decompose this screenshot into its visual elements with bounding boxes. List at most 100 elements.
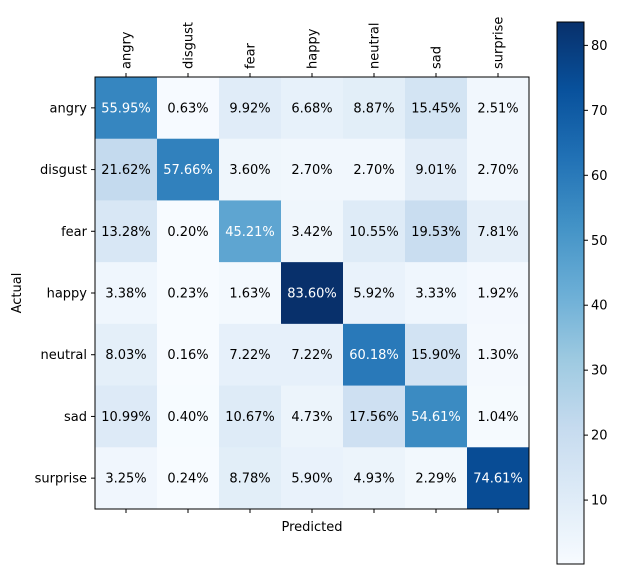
- heatmap-cell-happy-angry: [95, 262, 158, 325]
- heatmap-cell-neutral-sad: [405, 323, 468, 387]
- heatmap-cell-disgust-disgust: [157, 138, 220, 201]
- cell-value-label: 0.63%: [167, 101, 208, 116]
- cell-value-label: 2.51%: [477, 101, 518, 116]
- cell-value-label: 6.68%: [291, 101, 332, 116]
- heatmap-cell-angry-sad: [405, 77, 468, 140]
- heatmap-cell-surprise-surprise: [467, 447, 530, 510]
- heatmap-cell-neutral-fear: [219, 323, 282, 387]
- heatmap-cell-sad-happy: [281, 385, 344, 448]
- cell-value-label: 13.28%: [101, 225, 151, 240]
- cell-value-label: 7.22%: [291, 348, 332, 363]
- cell-value-label: 57.66%: [163, 163, 213, 178]
- cell-value-label: 2.70%: [291, 163, 332, 178]
- heatmap-cell-happy-disgust: [157, 262, 220, 325]
- cell-value-label: 2.29%: [415, 472, 456, 487]
- heatmap-cell-happy-sad: [405, 262, 468, 325]
- colorbar-tick-label: 70: [591, 104, 608, 119]
- y-tick-label: neutral: [41, 348, 88, 363]
- cell-value-label: 1.30%: [477, 348, 518, 363]
- cell-value-label: 8.03%: [105, 348, 146, 363]
- cell-value-label: 0.40%: [167, 410, 208, 425]
- heatmap-cell-surprise-disgust: [157, 447, 220, 510]
- cell-value-label: 9.01%: [415, 163, 456, 178]
- cell-value-label: 54.61%: [411, 410, 461, 425]
- cell-value-label: 19.53%: [411, 225, 461, 240]
- heatmap-cell-fear-angry: [95, 200, 158, 263]
- cell-value-label: 9.92%: [229, 101, 270, 116]
- cell-value-label: 7.81%: [477, 225, 518, 240]
- heatmap-cell-surprise-happy: [281, 447, 344, 510]
- heatmap-cell-happy-neutral: [343, 262, 406, 325]
- colorbar-tick-label: 30: [591, 364, 608, 379]
- cell-value-label: 0.23%: [167, 287, 208, 302]
- heatmap-cell-angry-angry: [95, 77, 158, 140]
- heatmap-cell-sad-angry: [95, 385, 158, 448]
- cell-value-label: 0.24%: [167, 472, 208, 487]
- y-tick-label: fear: [61, 225, 88, 240]
- cell-value-label: 1.04%: [477, 410, 518, 425]
- heatmap-cell-fear-surprise: [467, 200, 530, 263]
- heatmap-cell-angry-fear: [219, 77, 282, 140]
- heatmap-cell-disgust-surprise: [467, 138, 530, 201]
- cell-value-label: 7.22%: [229, 348, 270, 363]
- cell-value-label: 2.70%: [477, 163, 518, 178]
- heatmap-cell-angry-neutral: [343, 77, 406, 140]
- y-axis-ticks: angry disgust fear happy neutral sad surprise: [35, 101, 95, 487]
- heatmap-cell-disgust-neutral: [343, 138, 406, 201]
- cell-value-label: 10.99%: [101, 410, 151, 425]
- x-tick-label: surprise: [492, 17, 507, 69]
- cell-value-label: 0.20%: [167, 225, 208, 240]
- heatmap-cell-fear-disgust: [157, 200, 220, 263]
- cell-value-label: 55.95%: [101, 101, 151, 116]
- cell-value-label: 3.33%: [415, 287, 456, 302]
- colorbar-tick-label: 50: [591, 234, 608, 249]
- cell-value-label: 2.70%: [353, 163, 394, 178]
- cell-value-label: 1.63%: [229, 287, 270, 302]
- cell-value-label: 0.16%: [167, 348, 208, 363]
- x-tick-label: happy: [306, 28, 321, 69]
- cell-value-label: 8.87%: [353, 101, 394, 116]
- cell-value-label: 17.56%: [349, 410, 399, 425]
- heatmap-cell-neutral-surprise: [467, 323, 530, 387]
- heatmap-cell-disgust-sad: [405, 138, 468, 201]
- y-tick-label: surprise: [35, 472, 87, 487]
- x-axis-label: Predicted: [281, 520, 342, 535]
- colorbar-ticks: 10 20 30 40 50 60 70 80: [584, 39, 608, 509]
- colorbar-tick-label: 60: [591, 169, 608, 184]
- cell-value-label: 3.60%: [229, 163, 270, 178]
- heatmap-cell-neutral-disgust: [157, 323, 220, 387]
- cell-value-label: 5.90%: [291, 472, 332, 487]
- heatmap-cell-fear-happy: [281, 200, 344, 263]
- x-tick-label: sad: [430, 46, 445, 69]
- cell-value-label: 1.92%: [477, 287, 518, 302]
- y-axis-label: Actual: [10, 273, 25, 314]
- x-tick-label: disgust: [182, 22, 197, 69]
- heatmap-cell-sad-fear: [219, 385, 282, 448]
- x-axis-ticks: angry disgust fear happy neutral sad surprise: [120, 17, 507, 513]
- x-tick-label: angry: [120, 31, 135, 69]
- cell-value-label: 3.25%: [105, 472, 146, 487]
- heatmap-cell-angry-disgust: [157, 77, 220, 140]
- heatmap-cell-surprise-neutral: [343, 447, 406, 510]
- y-tick-label: sad: [64, 410, 87, 425]
- heatmap-cell-disgust-angry: [95, 138, 158, 201]
- heatmap-cell-disgust-fear: [219, 138, 282, 201]
- cell-value-label: 83.60%: [287, 287, 337, 302]
- heatmap-cell-neutral-happy: [281, 323, 344, 387]
- cell-value-label: 4.93%: [353, 472, 394, 487]
- heatmap-cell-fear-neutral: [343, 200, 406, 263]
- heatmap-cell-surprise-fear: [219, 447, 282, 510]
- colorbar-tick-label: 10: [591, 494, 608, 509]
- cell-value-label: 15.90%: [411, 348, 461, 363]
- heatmap-cell-disgust-happy: [281, 138, 344, 201]
- colorbar-tick-label: 20: [591, 429, 608, 444]
- cell-value-label: 74.61%: [473, 472, 523, 487]
- heatmap-cell-happy-fear: [219, 262, 282, 325]
- y-tick-label: disgust: [40, 163, 87, 178]
- heatmap-cell-sad-sad: [405, 385, 468, 448]
- cell-value-label: 60.18%: [349, 348, 399, 363]
- heatmap-cell-happy-happy: [281, 262, 344, 325]
- x-tick-label: neutral: [368, 23, 383, 70]
- heatmap-cells: 55.95% 0.63% 9.92% 6.68% 8.87% 15.45% 2.51% 21.…: [95, 77, 530, 510]
- cell-value-label: 15.45%: [411, 101, 461, 116]
